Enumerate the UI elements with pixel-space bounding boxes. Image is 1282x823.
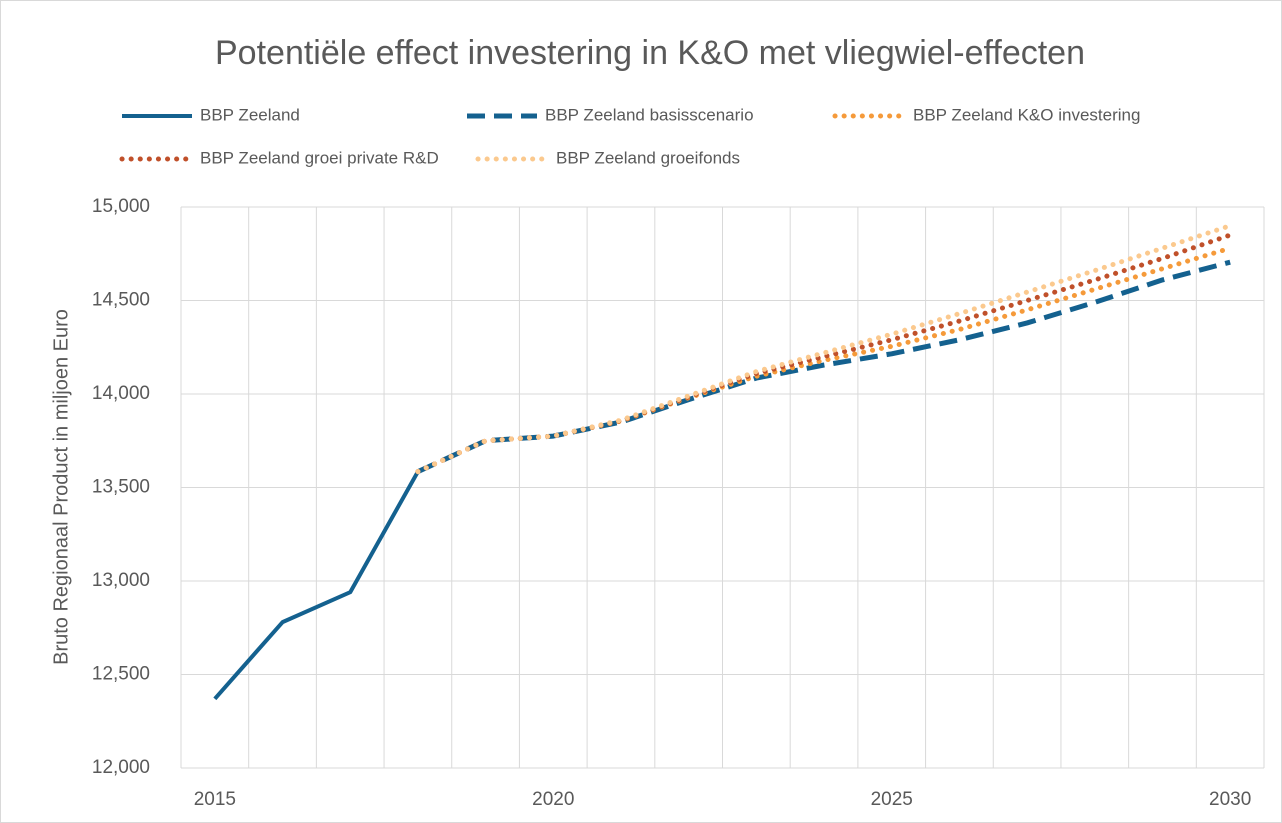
data-line	[213, 470, 420, 701]
y-tick-label: 14,500	[92, 290, 150, 311]
y-tick-label: 15,000	[92, 196, 150, 217]
y-tick-label: 13,000	[92, 570, 150, 591]
chart-title: Potentiële effect investering in K&O met…	[215, 34, 1085, 72]
y-tick-label: 13,500	[92, 477, 150, 498]
y-tick-label: 12,000	[92, 757, 150, 778]
legend-label: BBP Zeeland groeifonds	[556, 148, 740, 167]
x-tick-label: 2015	[194, 789, 236, 810]
legend-label: BBP Zeeland basisscenario	[545, 105, 754, 124]
x-tick-label: 2025	[871, 789, 913, 810]
y-axis-title: Bruto Regionaal Product in miljoen Euro	[50, 309, 72, 665]
x-tick-label: 2030	[1209, 789, 1251, 810]
legend-label: BBP Zeeland K&O investering	[913, 105, 1140, 124]
y-tick-label: 12,500	[92, 664, 150, 685]
x-tick-label: 2020	[532, 789, 574, 810]
data-line	[416, 259, 1231, 474]
y-tick-label: 14,000	[92, 383, 150, 404]
legend-label: BBP Zeeland groei private R&D	[200, 148, 439, 167]
data-line	[415, 223, 1233, 475]
legend-label: BBP Zeeland	[200, 105, 300, 124]
